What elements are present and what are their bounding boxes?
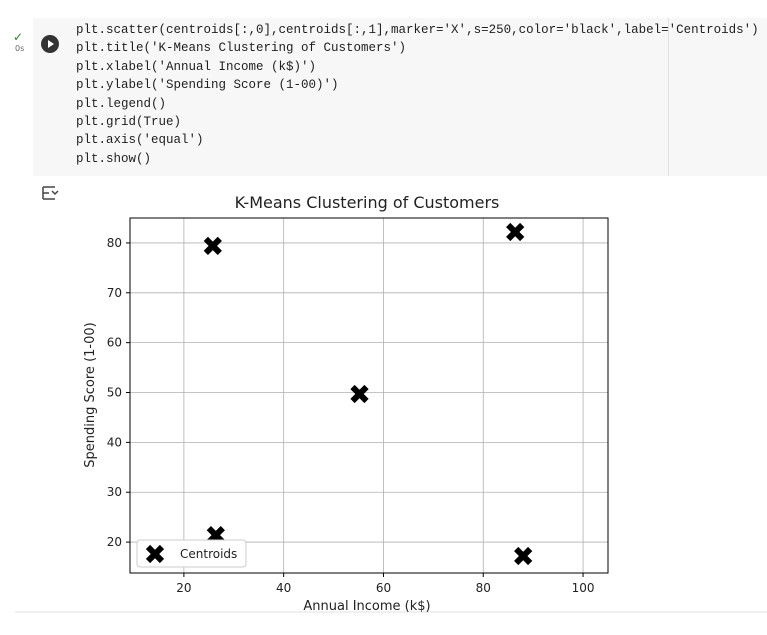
y-tick-label: 20 bbox=[107, 535, 122, 549]
scatter-point bbox=[514, 546, 533, 566]
exec-time: 0s bbox=[15, 44, 25, 53]
output-toggle[interactable] bbox=[41, 184, 61, 202]
legend-box bbox=[136, 539, 247, 568]
x-tick-label: 80 bbox=[476, 581, 491, 595]
plot-frame bbox=[129, 217, 609, 574]
code-line: plt.axis('equal') bbox=[76, 133, 204, 148]
y-tick-label: 30 bbox=[107, 485, 122, 499]
scatter-point bbox=[506, 222, 525, 242]
x-tick-label: 100 bbox=[572, 581, 595, 595]
code-line: plt.scatter(centroids[:,0],centroids[:,1… bbox=[76, 23, 759, 37]
code-line: plt.title('K-Means Clustering of Custome… bbox=[76, 41, 407, 56]
chart-title: K-Means Clustering of Customers bbox=[235, 193, 500, 212]
code-line: plt.grid(True) bbox=[76, 115, 182, 130]
code: plt.scatter(centroids[:,0],centroids[:,1… bbox=[76, 21, 759, 168]
code-line: plt.show() bbox=[76, 151, 152, 166]
y-tick-label: 80 bbox=[107, 236, 122, 250]
y-tick-label: 50 bbox=[107, 386, 122, 400]
code-line: plt.xlabel('Annual Income (k$)') bbox=[76, 59, 317, 74]
x-tick-label: 40 bbox=[276, 581, 291, 595]
run-status: ✓ bbox=[13, 30, 24, 44]
scatter-point bbox=[203, 236, 222, 256]
legend-label: Centroids bbox=[180, 547, 237, 561]
y-tick-label: 70 bbox=[107, 286, 122, 300]
y-tick-label: 40 bbox=[107, 435, 122, 449]
legend-marker bbox=[145, 544, 165, 564]
y-axis-label: Spending Score (1-00) bbox=[83, 322, 98, 467]
code-line: plt.ylabel('Spending Score (1-00)') bbox=[76, 78, 339, 93]
y-tick-label: 60 bbox=[107, 336, 122, 350]
run-button[interactable] bbox=[41, 35, 59, 53]
x-axis-label: Annual Income (k$) bbox=[303, 599, 430, 614]
cell-divider bbox=[668, 18, 669, 176]
code-line: plt.legend() bbox=[76, 96, 167, 111]
code-cell bbox=[33, 18, 767, 176]
x-tick-label: 20 bbox=[176, 581, 191, 595]
x-tick-label: 60 bbox=[376, 581, 391, 595]
scatter-point bbox=[350, 384, 369, 404]
